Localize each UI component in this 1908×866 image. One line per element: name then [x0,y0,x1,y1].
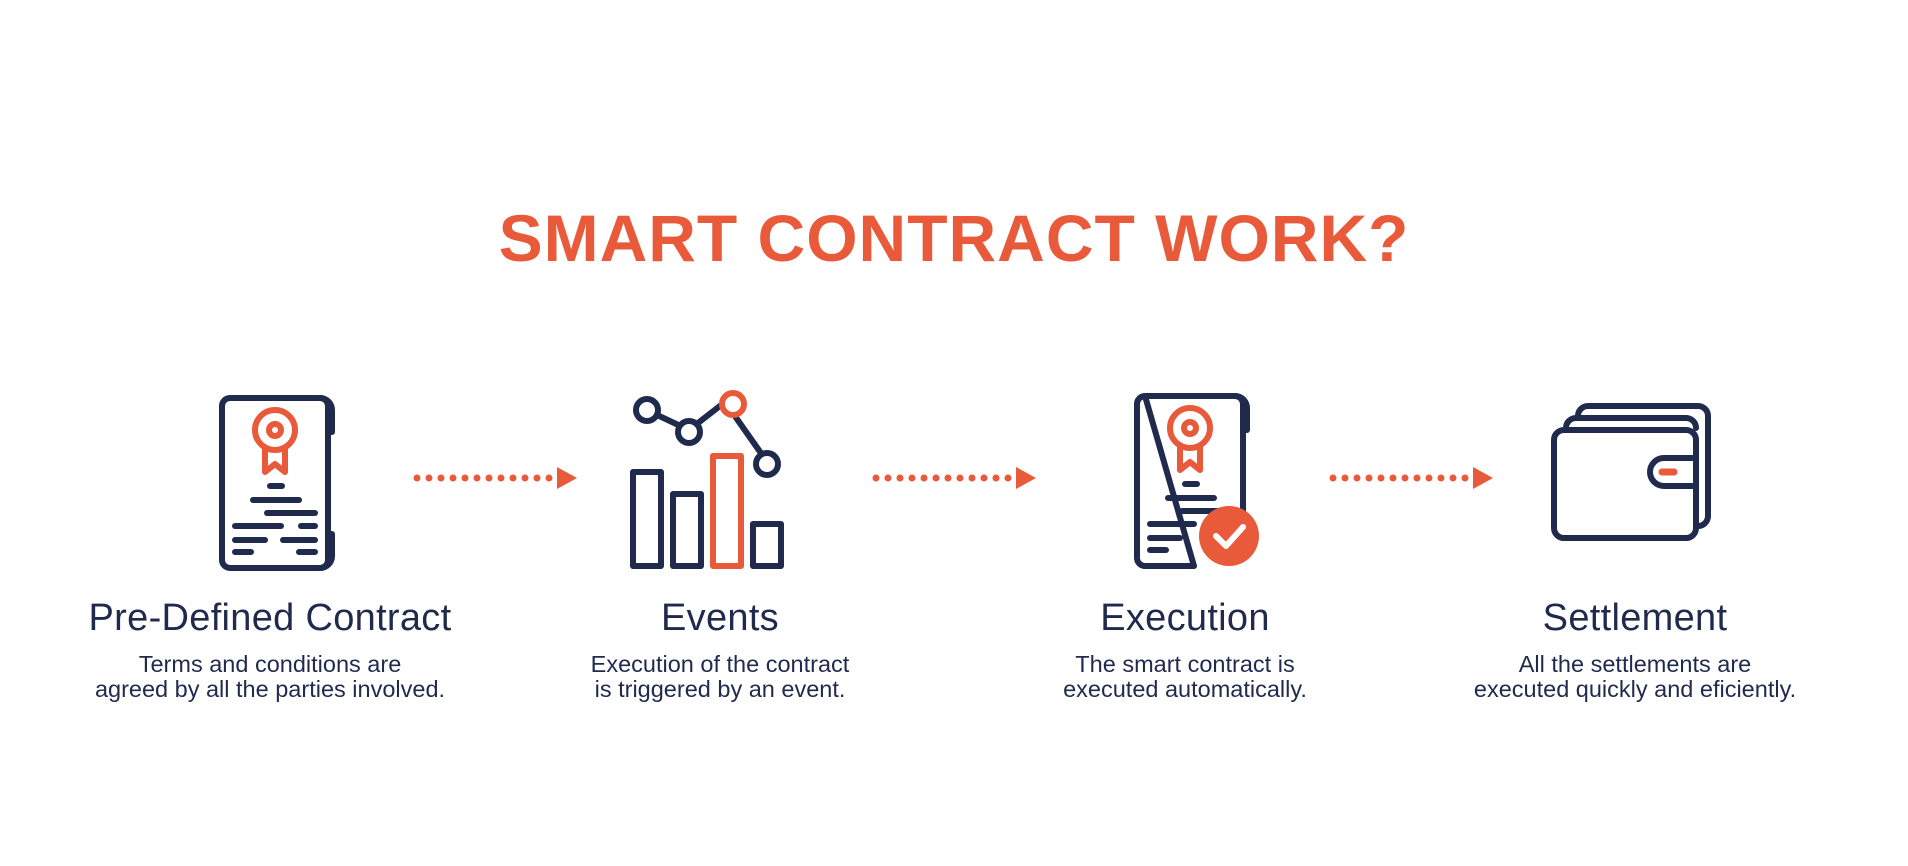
step-description-line: is triggered by an event. [594,676,846,702]
step-description: Execution of the contract is triggered b… [490,652,950,702]
dotted-arrow-right-icon [1329,464,1495,492]
step-description-line: All the settlements are [1518,651,1752,677]
step-events: Events Execution of the contract is trig… [490,388,950,728]
wallet-icon [1540,388,1730,578]
certificate-checkmark-icon [1090,388,1280,578]
dotted-arrow-right-icon [872,464,1038,492]
step-description-line: Execution of the contract [590,651,850,677]
step-title: Execution [1100,597,1270,639]
step-description-line: executed automatically. [1063,676,1307,702]
page-title: SMART CONTRACT WORK? [498,201,1410,275]
step-description-line: executed quickly and eficiently. [1473,676,1797,702]
dotted-arrow-right-icon [413,464,579,492]
step-title: Pre-Defined Contract [88,597,452,639]
step-title: Events [661,597,779,639]
step-description: All the settlements are executed quickly… [1405,652,1865,702]
step-pre-defined-contract: Pre-Defined Contract Terms and condition… [40,388,500,728]
step-description-line: Terms and conditions are [138,651,402,677]
step-description: Terms and conditions are agreed by all t… [40,652,500,702]
step-title: Settlement [1542,597,1728,639]
step-execution: Execution The smart contract is executed… [955,388,1415,728]
step-settlement: Settlement All the settlements are execu… [1405,388,1865,728]
step-description: The smart contract is executed automatic… [955,652,1415,702]
step-description-line: The smart contract is [1075,651,1295,677]
step-description-line: agreed by all the parties involved. [94,676,446,702]
certificate-document-icon [175,388,365,578]
bar-line-chart-icon [625,388,815,578]
